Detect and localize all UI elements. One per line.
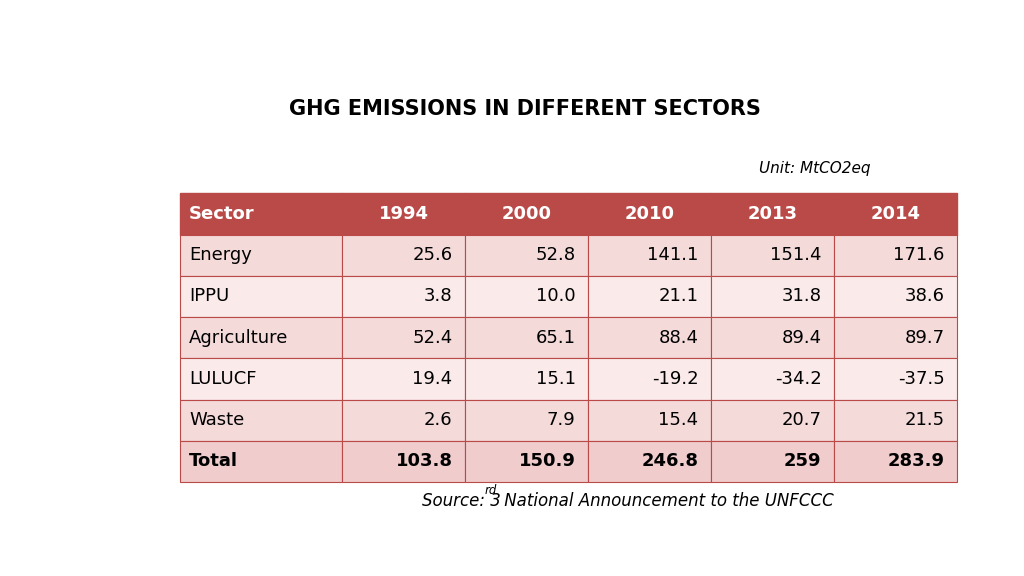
Bar	[465, 400, 588, 441]
Bar	[465, 317, 588, 358]
Text: 103.8: 103.8	[395, 452, 453, 471]
Bar	[465, 194, 588, 234]
Text: 151.4: 151.4	[770, 246, 821, 264]
Text: 20.7: 20.7	[781, 411, 821, 429]
Text: GHG EMISSIONS IN DIFFERENT SECTORS: GHG EMISSIONS IN DIFFERENT SECTORS	[289, 99, 761, 119]
Text: Source: 3: Source: 3	[422, 491, 501, 510]
Bar	[342, 194, 465, 234]
Text: -34.2: -34.2	[775, 370, 821, 388]
Text: 283.9: 283.9	[888, 452, 944, 471]
Bar	[835, 194, 957, 234]
Bar	[342, 400, 465, 441]
Bar	[588, 400, 712, 441]
Bar	[342, 234, 465, 276]
Text: 2010: 2010	[625, 205, 675, 223]
Text: 15.1: 15.1	[536, 370, 575, 388]
Bar	[465, 234, 588, 276]
Text: Waste: Waste	[189, 411, 245, 429]
Bar	[712, 317, 835, 358]
Text: Unit: MtCO2eq: Unit: MtCO2eq	[759, 161, 870, 176]
Bar	[588, 194, 712, 234]
Text: LULUCF: LULUCF	[189, 370, 257, 388]
Bar	[588, 358, 712, 400]
Text: 15.4: 15.4	[658, 411, 698, 429]
Text: 150.9: 150.9	[519, 452, 575, 471]
Bar	[588, 234, 712, 276]
Text: Total: Total	[189, 452, 239, 471]
Bar	[712, 358, 835, 400]
Bar	[835, 441, 957, 482]
Text: Agriculture: Agriculture	[189, 329, 289, 347]
Text: 19.4: 19.4	[413, 370, 453, 388]
Text: 21.1: 21.1	[658, 287, 698, 305]
Text: 141.1: 141.1	[647, 246, 698, 264]
Bar	[179, 194, 342, 234]
Bar	[835, 358, 957, 400]
Text: 171.6: 171.6	[893, 246, 944, 264]
Text: 52.8: 52.8	[536, 246, 575, 264]
Bar	[835, 317, 957, 358]
Text: 2014: 2014	[870, 205, 921, 223]
Bar	[588, 441, 712, 482]
Bar	[342, 317, 465, 358]
Text: Energy: Energy	[189, 246, 252, 264]
Text: 38.6: 38.6	[904, 287, 944, 305]
Bar	[179, 400, 342, 441]
Text: 10.0: 10.0	[536, 287, 575, 305]
Bar	[835, 276, 957, 317]
Bar	[588, 317, 712, 358]
Text: 31.8: 31.8	[781, 287, 821, 305]
Bar	[342, 276, 465, 317]
Bar	[712, 194, 835, 234]
Bar	[835, 400, 957, 441]
Text: 65.1: 65.1	[536, 329, 575, 347]
Bar	[179, 317, 342, 358]
Bar	[179, 441, 342, 482]
Text: National Announcement to the UNFCCC: National Announcement to the UNFCCC	[499, 491, 834, 510]
Bar	[342, 358, 465, 400]
Bar	[835, 234, 957, 276]
Text: 52.4: 52.4	[413, 329, 453, 347]
Bar	[179, 358, 342, 400]
Text: 7.9: 7.9	[547, 411, 575, 429]
Text: 2013: 2013	[748, 205, 798, 223]
Text: -37.5: -37.5	[898, 370, 944, 388]
Text: 2000: 2000	[502, 205, 552, 223]
Text: 21.5: 21.5	[904, 411, 944, 429]
Text: Sector: Sector	[189, 205, 255, 223]
Bar	[588, 276, 712, 317]
Text: 3.8: 3.8	[424, 287, 453, 305]
Text: 88.4: 88.4	[658, 329, 698, 347]
Text: 2.6: 2.6	[424, 411, 453, 429]
Bar	[465, 441, 588, 482]
Text: 89.7: 89.7	[904, 329, 944, 347]
Text: 1994: 1994	[379, 205, 429, 223]
Bar	[465, 276, 588, 317]
Bar	[712, 400, 835, 441]
Bar	[712, 234, 835, 276]
Bar	[712, 276, 835, 317]
Bar	[712, 441, 835, 482]
Text: rd: rd	[484, 484, 497, 497]
Bar	[342, 441, 465, 482]
Text: 89.4: 89.4	[781, 329, 821, 347]
Text: 246.8: 246.8	[642, 452, 698, 471]
Text: 259: 259	[784, 452, 821, 471]
Bar	[465, 358, 588, 400]
Text: IPPU: IPPU	[189, 287, 229, 305]
Bar	[179, 234, 342, 276]
Text: 25.6: 25.6	[413, 246, 453, 264]
Text: -19.2: -19.2	[652, 370, 698, 388]
Bar	[179, 276, 342, 317]
